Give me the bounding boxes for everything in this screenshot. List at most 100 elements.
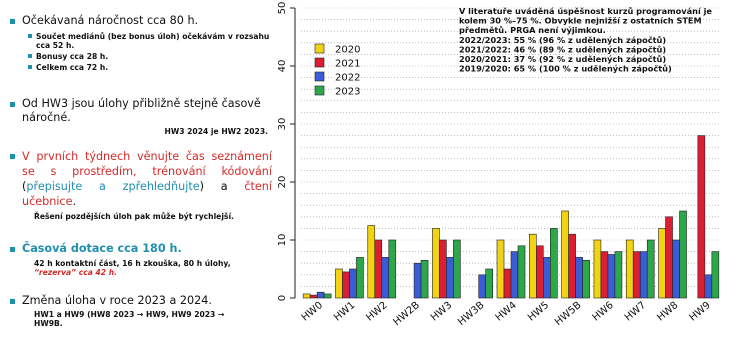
y-tick-label: 40 [277,60,288,73]
legend-swatch-2020 [314,43,325,54]
y-tick-label: 30 [277,118,288,131]
bar-2023-hw3b [485,268,493,299]
bar-2021-hw6 [600,251,609,299]
x-tick-label: HW4 [494,300,519,324]
bar-2020-hw1 [335,268,343,299]
rich-text-segment: prostředím [72,165,134,178]
x-tick-label: HW3 [429,300,454,324]
legend-label-2023: 2023 [335,87,360,98]
x-tick-label: HW6 [591,300,616,324]
y-tick-label: 20 [277,176,288,189]
bar-2021-hw7 [632,251,641,299]
legend-swatch-2022 [314,71,325,82]
slide-text-panel: Očekávaná náročnost cca 80 h. Součet med… [0,0,275,343]
bar-2020-hw3 [432,228,440,299]
bullet-note: 42 h kontaktní část, 16 h zkouška, 80 h … [34,259,231,277]
bar-2022-hw7 [639,251,648,299]
annotation-line: V literatuře uváděná úspěšnost kurzů pro… [459,6,712,16]
bar-2022-hw1 [349,268,357,299]
bar-2020-hw6 [593,239,602,299]
annotation-line: 2020/2021: 37 % (92 % z udělených zápočt… [459,54,666,64]
rich-text-segment: . [72,195,77,208]
bullet-item-time: Časová dotace cca 180 h. 42 h kontaktní … [10,242,272,277]
bar-2023-hw5b [582,259,590,299]
bar-2021-hw5b [568,233,576,299]
bar-2021-hw4 [503,268,512,299]
sub-bullet-marker [28,54,32,58]
bar-2022-hw5 [543,257,551,299]
bullet-marker [10,102,15,107]
legend-swatch-2021 [314,57,325,68]
bar-2020-hw5 [529,233,537,299]
x-tick-label: HW5 [526,300,551,324]
bullet-note: HW3 2024 je HW2 2023. [164,127,268,136]
rich-text-segment: V prvních týdnech věnujte čas seznámení … [22,150,272,178]
x-tick-label: HW0 [300,300,325,324]
bullet-marker [10,19,15,24]
bar-2023-hw9 [711,251,720,299]
bullet-note: HW1 a HW9 (HW8 2023 → HW9, HW9 2023 → HW… [34,310,225,328]
bar-2021-hw0 [309,294,318,299]
x-tick-label: HW1 [332,300,357,324]
bullet-item-first-weeks: V prvních týdnech věnujte čas seznámení … [10,149,272,221]
annotation-line: kolem 30 %–75 %. Obvykle nejnižší z osta… [459,16,702,26]
annotation-line: předmětů. PRGA není výjimkou. [459,25,606,35]
bar-2023-hw8 [679,210,687,299]
x-tick-label: HW3B [456,300,487,328]
bar-2020-hw8 [658,228,666,299]
rich-text-segment: čtení učebnice [22,180,272,208]
x-tick-label: HW8 [655,300,680,324]
x-tick-label: HW9 [687,300,712,324]
bullet-text: V prvních týdnech věnujte čas seznámení … [22,149,272,209]
bar-2022-hw9 [704,274,713,299]
bar-2023-hw2 [388,239,397,299]
x-tick-label: HW2B [391,300,422,328]
bar-2022-hw3b [478,274,486,299]
bullet-note: Řešení pozdějších úloh pak může být rych… [34,212,234,221]
bullet-marker [10,299,15,304]
legend-label-2022: 2022 [335,73,360,84]
bar-2021-hw8 [665,216,673,299]
bar-2022-hw4 [510,251,519,299]
bullet-item-hw3: Od HW3 jsou úlohy přibližně stejně časov… [10,97,272,136]
bullet-text: Od HW3 jsou úlohy přibližně stejně časov… [22,97,261,124]
x-tick-label: HW5B [553,300,584,328]
bar-2021-hw9 [697,135,706,299]
bar-2023-hw1 [356,257,364,299]
bar-2023-hw3 [453,239,461,299]
legend-label-2021: 2021 [335,59,360,70]
sub-bullet-marker [28,65,32,69]
bar-2021-hw5 [536,245,544,299]
bar-2023-hw7 [646,239,655,299]
sub-item-total: Celkem cca 72 h. [28,63,272,72]
legend-swatch-2023 [314,85,325,96]
rich-text-segment: ) a [199,180,245,193]
bullet-marker [10,154,15,159]
bar-2022-hw8 [672,239,680,299]
bar-2022-hw6 [607,254,616,299]
bar-2022-hw5b [575,257,583,299]
annotation-line: 2019/2020: 65 % (100 % z udělených zápoč… [459,64,672,74]
y-tick-label: 10 [277,234,288,247]
sub-item-median: Součet mediánů (bez bonus úloh) očekávám… [28,32,272,50]
bullet-text: Změna úloha v roce 2023 a 2024. [22,294,212,307]
bar-2020-hw0 [302,293,311,299]
bar-2022-hw3 [446,257,454,299]
bullet-marker [10,247,15,252]
bar-2023-hw2b [420,259,429,299]
bar-2023-hw0 [323,293,332,299]
bullet-text: Očekávaná náročnost cca 80 h. [22,14,199,27]
bar-2022-hw0 [316,291,325,299]
x-tick-label: HW7 [623,300,648,324]
bullet-item-change: Změna úloha v roce 2023 a 2024. HW1 a HW… [10,294,272,328]
bar-2020-hw2 [367,225,376,299]
sub-bullet-marker [28,34,32,38]
bar-2022-hw2b [413,262,422,299]
bar-2020-hw7 [625,239,634,299]
bullet-text: Časová dotace cca 180 h. [22,242,182,255]
bar-2020-hw4 [496,239,505,299]
bullet-item-effort: Očekávaná náročnost cca 80 h. Součet med… [10,14,272,72]
legend-label-2020: 2020 [335,45,360,56]
sub-item-bonus: Bonusy cca 28 h. [28,52,272,61]
bar-2021-hw1 [342,271,350,299]
